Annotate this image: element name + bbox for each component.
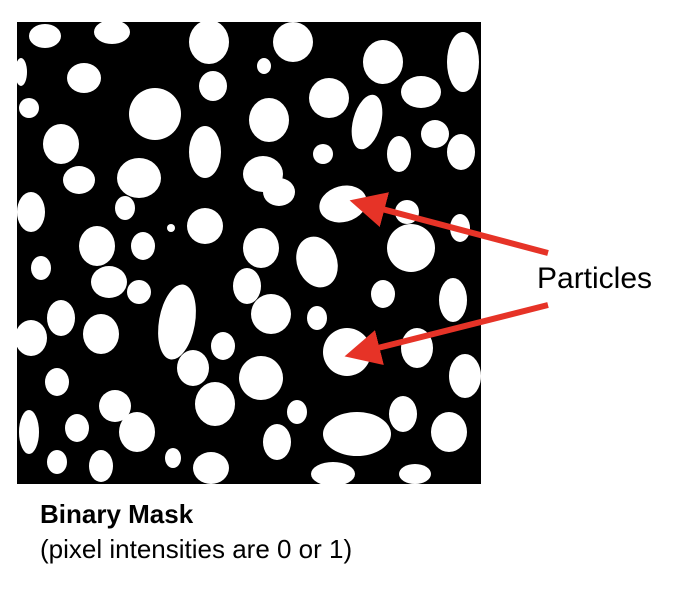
particle-blob: [257, 58, 271, 74]
binary-mask-image: [17, 22, 481, 484]
particle-blob: [187, 208, 223, 244]
particle-blob: [165, 448, 181, 468]
particle-blob: [313, 144, 333, 164]
particle-blob: [91, 266, 127, 298]
particle-blob: [45, 368, 69, 396]
particle-blob: [439, 278, 467, 322]
particle-blob: [193, 452, 229, 484]
particle-blob: [63, 166, 95, 194]
particle-blob: [450, 214, 470, 242]
particle-blob: [17, 320, 47, 356]
particle-blob: [251, 294, 291, 334]
particle-blob: [233, 268, 261, 304]
particle-blob: [115, 196, 135, 220]
particle-blob: [431, 412, 467, 452]
particle-blob: [119, 412, 155, 452]
particle-blob: [399, 464, 431, 484]
particle-blob: [67, 63, 101, 93]
particle-blob: [43, 124, 79, 164]
particle-blob: [177, 350, 209, 386]
particle-blob: [189, 126, 221, 178]
particle-blob: [401, 76, 441, 108]
particle-blob: [311, 462, 355, 484]
particle-blob: [129, 88, 181, 140]
particle-blob: [296, 236, 338, 288]
particle-blob: [47, 300, 75, 336]
particle-blob: [99, 390, 131, 422]
particle-blob: [195, 382, 235, 426]
particle-blob: [17, 58, 27, 86]
particle-blob: [263, 424, 291, 460]
particle-blob: [395, 200, 419, 224]
particle-blob: [249, 98, 289, 142]
particle-blob: [127, 280, 151, 304]
particle-blob: [31, 256, 51, 280]
particle-blob: [401, 328, 433, 368]
particle-blob: [117, 158, 161, 198]
particle-blob: [29, 24, 61, 48]
particle-blob: [389, 396, 417, 432]
caption-subtitle: (pixel intensities are 0 or 1): [40, 534, 353, 564]
particle-blob: [243, 228, 279, 268]
particle-blob: [167, 224, 175, 232]
particle-blob: [47, 450, 67, 474]
particle-blob: [17, 192, 45, 232]
particle-blob: [239, 356, 283, 400]
particle-blob: [421, 120, 449, 148]
particle-blob: [79, 226, 115, 266]
particle-blob: [323, 412, 391, 456]
particle-blob: [363, 40, 403, 84]
particle-blob: [387, 136, 411, 172]
particle-blob: [83, 314, 119, 354]
particle-blob: [263, 178, 295, 206]
particle-blob: [387, 224, 435, 272]
particles-annotation-label: Particles: [537, 262, 653, 295]
particle-blob: [158, 284, 196, 360]
particle-blob: [89, 450, 113, 482]
particle-blob: [323, 328, 371, 376]
particle-blob: [447, 32, 479, 92]
particle-blob: [211, 332, 235, 360]
particle-blob: [307, 306, 327, 330]
particle-blob: [351, 94, 383, 150]
caption-title: Binary Mask: [40, 499, 194, 529]
particle-blob: [19, 98, 39, 118]
particle-blob: [273, 22, 313, 62]
particle-blob: [131, 232, 155, 260]
particle-blob: [287, 400, 307, 424]
particle-blob: [19, 410, 39, 454]
particle-blob: [449, 354, 481, 398]
particle-blob: [447, 134, 475, 170]
particle-blob: [189, 22, 229, 64]
particle-blob: [94, 22, 130, 44]
particle-blob: [371, 280, 395, 308]
particle-blob: [309, 78, 349, 118]
particle-blob: [199, 71, 227, 101]
binary-mask-particles: [17, 22, 481, 484]
particle-blob: [65, 414, 89, 442]
